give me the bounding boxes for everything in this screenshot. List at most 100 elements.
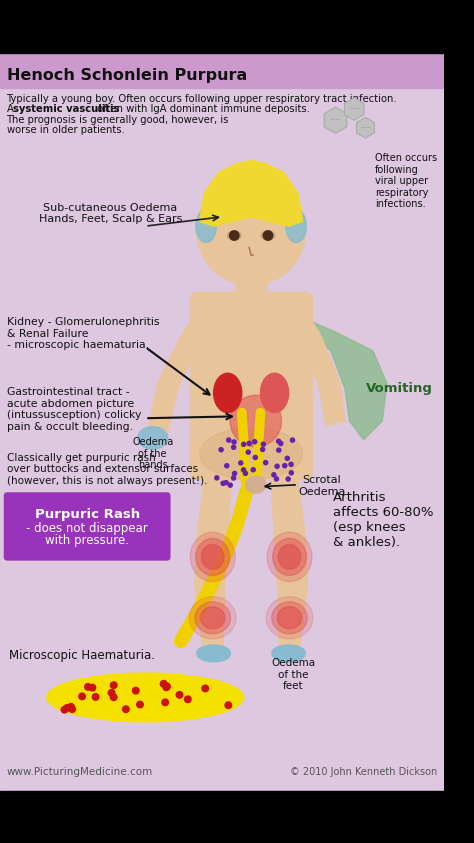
Ellipse shape [272,645,305,662]
Text: Oedema
of the
hands: Oedema of the hands [132,437,173,470]
Circle shape [283,464,287,468]
Polygon shape [270,463,307,646]
FancyBboxPatch shape [190,292,313,480]
Ellipse shape [201,545,224,569]
Circle shape [251,468,255,472]
Text: Purpuric Rash: Purpuric Rash [35,508,140,521]
Ellipse shape [267,532,312,582]
Ellipse shape [262,231,274,240]
Circle shape [274,477,279,481]
Ellipse shape [214,373,242,412]
Circle shape [275,464,279,469]
Circle shape [225,464,229,468]
Text: ~~: ~~ [360,125,371,131]
Circle shape [263,231,273,240]
FancyBboxPatch shape [4,492,171,561]
Circle shape [253,440,257,443]
Bar [0,792,444,817]
Circle shape [184,696,191,702]
Text: © 2010 John Kenneth Dickson: © 2010 John Kenneth Dickson [291,767,438,776]
Circle shape [221,481,225,486]
Ellipse shape [196,210,217,243]
Circle shape [227,438,231,442]
Ellipse shape [230,395,282,447]
Ellipse shape [197,645,230,662]
Circle shape [247,442,251,445]
Ellipse shape [228,231,241,240]
Ellipse shape [201,607,225,629]
Circle shape [229,231,239,240]
Circle shape [162,699,168,706]
Circle shape [123,706,129,712]
Circle shape [253,455,257,459]
Circle shape [89,685,96,691]
Ellipse shape [273,539,306,576]
Circle shape [289,470,293,475]
Text: systemic vasculitis: systemic vasculitis [13,105,119,115]
Circle shape [277,448,281,452]
Text: Gastrointestinal tract -
acute abdomen picture
(intussusception) colicky
pain & : Gastrointestinal tract - acute abdomen p… [7,387,141,432]
Ellipse shape [261,373,289,412]
Text: ~~: ~~ [348,106,360,112]
Text: with pressure.: with pressure. [45,534,129,547]
Ellipse shape [278,545,301,569]
Ellipse shape [47,673,244,722]
Circle shape [164,683,170,690]
Ellipse shape [246,476,266,493]
Circle shape [279,442,283,446]
Text: Kidney - Glomerulonephritis
& Renal Failure
- microscopic haematuria.: Kidney - Glomerulonephritis & Renal Fail… [7,317,159,350]
Text: Often occurs
following
viral upper
respiratory
infections.: Often occurs following viral upper respi… [375,153,437,209]
Text: Arthritis
affects 60-80%
(esp knees
& ankles).: Arthritis affects 60-80% (esp knees & an… [333,491,433,550]
Circle shape [61,706,68,713]
Circle shape [285,456,289,460]
Circle shape [239,461,243,465]
Circle shape [108,690,115,696]
Circle shape [242,443,246,447]
Bar [0,53,444,89]
Ellipse shape [189,597,236,639]
Circle shape [272,473,276,477]
Ellipse shape [200,428,303,480]
Polygon shape [200,160,303,226]
Circle shape [110,694,117,701]
Circle shape [291,438,294,442]
Text: Vomiting: Vomiting [365,382,432,395]
Circle shape [64,705,70,711]
Circle shape [232,440,236,444]
Polygon shape [195,463,232,646]
Text: Classically get purpuric rash
over buttocks and extensor surfaces
(however, this: Classically get purpuric rash over butto… [7,453,207,486]
Ellipse shape [190,532,235,582]
Text: The prognosis is generally good, however, is: The prognosis is generally good, however… [7,115,229,125]
Bar [0,26,444,53]
Circle shape [276,439,281,443]
Circle shape [202,685,209,692]
Circle shape [264,460,268,464]
Ellipse shape [195,602,230,634]
Circle shape [92,694,99,701]
Text: ~~: ~~ [329,117,341,123]
Text: Microscopic Haematuria.: Microscopic Haematuria. [9,649,155,662]
Circle shape [79,693,85,700]
Circle shape [241,468,246,472]
Circle shape [133,687,139,694]
Circle shape [68,704,74,710]
Polygon shape [148,309,214,435]
Circle shape [137,701,143,708]
Circle shape [219,448,223,452]
Text: A: A [7,105,17,115]
Ellipse shape [266,597,313,639]
Text: Scrotal
Oedema: Scrotal Oedema [298,475,346,497]
Ellipse shape [196,539,229,576]
Circle shape [197,176,305,285]
Text: - does not disappear: - does not disappear [26,522,148,535]
Circle shape [289,462,293,466]
Text: Oedema
of the
feet: Oedema of the feet [271,658,315,691]
Text: Henoch Schonlein Purpura: Henoch Schonlein Purpura [7,67,247,83]
Circle shape [215,475,219,480]
Ellipse shape [286,210,306,243]
Circle shape [163,684,170,690]
Text: www.PicturingMedicine.com: www.PicturingMedicine.com [7,767,153,776]
Circle shape [224,481,228,485]
Polygon shape [303,318,387,440]
Circle shape [69,706,75,712]
